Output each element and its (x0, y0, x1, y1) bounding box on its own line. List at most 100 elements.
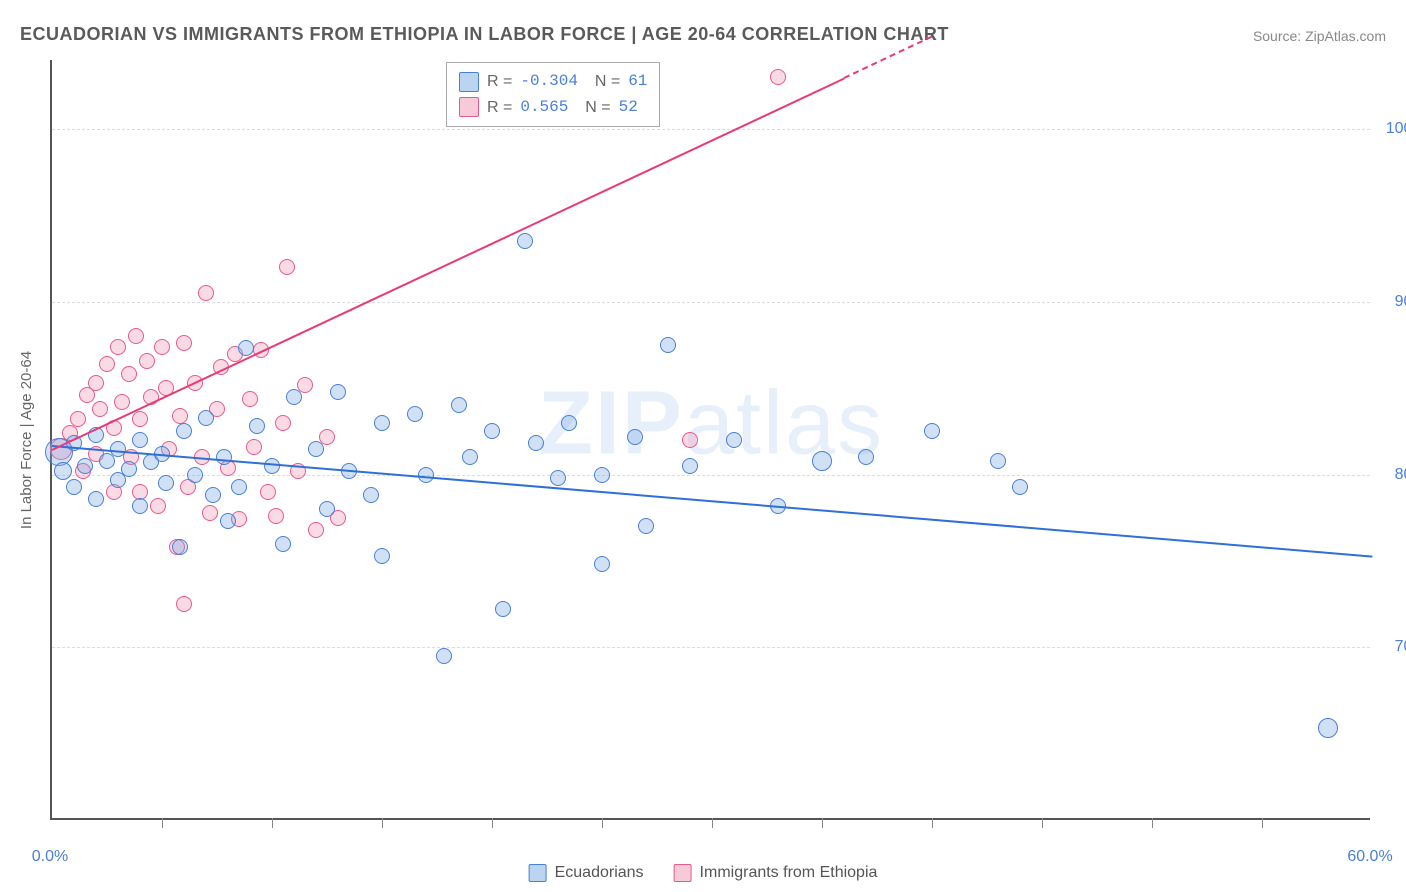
xtick-minor (1042, 818, 1043, 828)
scatter-marker-pink (114, 394, 130, 410)
scatter-marker-pink (308, 522, 324, 538)
scatter-marker-blue (54, 462, 72, 480)
xtick-minor (272, 818, 273, 828)
trendline-blue (52, 445, 1372, 558)
scatter-marker-blue (286, 389, 302, 405)
scatter-marker-pink (70, 411, 86, 427)
scatter-marker-blue (682, 458, 698, 474)
swatch-blue-icon (459, 72, 479, 92)
swatch-blue-icon (529, 864, 547, 882)
scatter-marker-blue (308, 441, 324, 457)
scatter-marker-blue (924, 423, 940, 439)
scatter-marker-blue (638, 518, 654, 534)
plot-area: ZIPatlas 70.0%80.0%90.0%100.0% (50, 60, 1370, 820)
scatter-marker-blue (275, 536, 291, 552)
scatter-marker-pink (682, 432, 698, 448)
scatter-marker-pink (154, 339, 170, 355)
xtick-minor (602, 818, 603, 828)
scatter-marker-pink (176, 596, 192, 612)
scatter-marker-pink (99, 356, 115, 372)
swatch-pink-icon (674, 864, 692, 882)
scatter-marker-blue (330, 384, 346, 400)
scatter-marker-blue (205, 487, 221, 503)
ytick-label: 90.0% (1380, 293, 1406, 311)
gridline-h (52, 647, 1370, 648)
scatter-marker-pink (198, 285, 214, 301)
scatter-marker-blue (132, 498, 148, 514)
scatter-marker-pink (128, 328, 144, 344)
scatter-marker-blue (216, 449, 232, 465)
scatter-marker-blue (88, 491, 104, 507)
scatter-marker-blue (594, 556, 610, 572)
stat-n-label: N = (586, 69, 620, 95)
ytick-label: 70.0% (1380, 638, 1406, 656)
scatter-marker-blue (172, 539, 188, 555)
scatter-marker-blue (627, 429, 643, 445)
scatter-marker-pink (279, 259, 295, 275)
watermark-light: atlas (684, 373, 884, 473)
scatter-marker-pink (260, 484, 276, 500)
gridline-h (52, 475, 1370, 476)
scatter-marker-blue (517, 233, 533, 249)
scatter-marker-pink (172, 408, 188, 424)
scatter-marker-blue (66, 479, 82, 495)
legend-stats: R = -0.304 N = 61R = 0.565 N = 52 (446, 62, 660, 127)
scatter-marker-blue (132, 432, 148, 448)
scatter-marker-pink (176, 335, 192, 351)
ytick-label: 80.0% (1380, 466, 1406, 484)
stat-r-value: -0.304 (520, 69, 578, 95)
xtick-minor (822, 818, 823, 828)
legend-stats-row: R = 0.565 N = 52 (459, 95, 647, 121)
xtick-minor (1262, 818, 1263, 828)
scatter-marker-blue (462, 449, 478, 465)
scatter-marker-blue (77, 458, 93, 474)
scatter-marker-pink (88, 375, 104, 391)
scatter-marker-blue (407, 406, 423, 422)
scatter-marker-blue (110, 441, 126, 457)
scatter-marker-pink (275, 415, 291, 431)
scatter-marker-pink (770, 69, 786, 85)
gridline-h (52, 302, 1370, 303)
scatter-marker-blue (1012, 479, 1028, 495)
scatter-marker-blue (594, 467, 610, 483)
scatter-marker-blue (451, 397, 467, 413)
scatter-marker-blue (990, 453, 1006, 469)
scatter-marker-blue (176, 423, 192, 439)
scatter-marker-pink (121, 366, 137, 382)
stat-n-label: N = (576, 95, 610, 121)
scatter-marker-pink (242, 391, 258, 407)
stat-n-value: 52 (619, 95, 638, 121)
ytick-label: 100.0% (1380, 120, 1406, 138)
scatter-marker-blue (1318, 718, 1338, 738)
scatter-marker-blue (858, 449, 874, 465)
watermark-bold: ZIP (538, 373, 684, 473)
scatter-marker-pink (132, 411, 148, 427)
scatter-marker-blue (812, 451, 832, 471)
legend-stats-row: R = -0.304 N = 61 (459, 69, 647, 95)
scatter-marker-blue (198, 410, 214, 426)
scatter-marker-blue (561, 415, 577, 431)
source-attribution: Source: ZipAtlas.com (1253, 28, 1386, 44)
stat-r-label: R = (487, 95, 512, 121)
chart-title: ECUADORIAN VS IMMIGRANTS FROM ETHIOPIA I… (20, 24, 949, 45)
scatter-marker-blue (550, 470, 566, 486)
scatter-marker-blue (249, 418, 265, 434)
xtick-minor (162, 818, 163, 828)
scatter-marker-blue (726, 432, 742, 448)
scatter-marker-pink (246, 439, 262, 455)
scatter-marker-pink (110, 339, 126, 355)
gridline-h (52, 129, 1370, 130)
scatter-marker-pink (202, 505, 218, 521)
legend-item-ethiopia: Immigrants from Ethiopia (674, 864, 878, 882)
scatter-marker-blue (231, 479, 247, 495)
stat-r-label: R = (487, 69, 512, 95)
legend-item-ecuadorians: Ecuadorians (529, 864, 644, 882)
scatter-marker-blue (121, 461, 137, 477)
watermark: ZIPatlas (538, 372, 884, 475)
scatter-marker-blue (436, 648, 452, 664)
scatter-marker-blue (495, 601, 511, 617)
legend-label: Ecuadorians (555, 864, 644, 882)
scatter-marker-pink (150, 498, 166, 514)
xtick-label: 60.0% (1347, 848, 1392, 866)
scatter-marker-blue (158, 475, 174, 491)
